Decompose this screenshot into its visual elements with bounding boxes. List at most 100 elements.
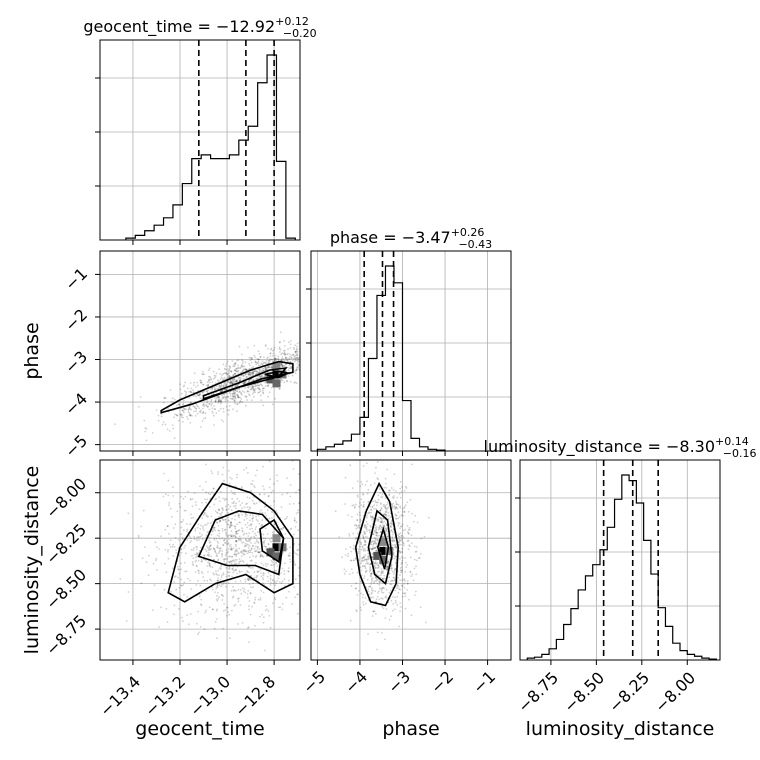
scatter-point xyxy=(247,550,250,553)
scatter-point xyxy=(357,524,360,527)
scatter-point xyxy=(214,408,217,410)
scatter-point xyxy=(285,596,288,599)
scatter-point xyxy=(175,549,178,552)
scatter-point xyxy=(392,533,394,536)
scatter-point xyxy=(199,397,202,399)
scatter-point xyxy=(258,384,260,387)
scatter-point xyxy=(262,362,265,365)
scatter-point xyxy=(242,553,245,556)
scatter-point xyxy=(343,568,346,571)
tick-y-phase-2: −2 xyxy=(61,305,91,335)
scatter-point xyxy=(225,505,227,508)
scatter-point xyxy=(427,516,430,519)
scatter-point xyxy=(269,577,272,580)
scatter-point xyxy=(381,571,384,573)
scatter-point xyxy=(275,357,277,360)
scatter-point xyxy=(233,377,236,380)
scatter-point xyxy=(180,562,183,565)
scatter-point xyxy=(368,556,370,559)
scatter-point xyxy=(284,354,286,356)
scatter-point xyxy=(179,506,182,508)
scatter-point xyxy=(382,572,384,574)
scatter-point xyxy=(259,390,262,393)
scatter-point xyxy=(372,561,375,564)
scatter-point xyxy=(233,389,236,392)
scatter-point xyxy=(399,505,401,508)
scatter-point xyxy=(354,538,357,540)
scatter-point xyxy=(375,566,377,569)
scatter-point xyxy=(232,395,235,398)
scatter-point xyxy=(238,390,241,393)
scatter-point xyxy=(377,590,380,593)
scatter-point xyxy=(224,528,227,531)
scatter-point xyxy=(171,567,174,569)
scatter-point xyxy=(199,528,202,530)
scatter-point xyxy=(362,556,365,559)
scatter-point xyxy=(227,508,230,510)
scatter-point xyxy=(245,467,248,469)
scatter-point xyxy=(249,385,252,388)
scatter-point xyxy=(241,401,244,403)
scatter-point xyxy=(374,472,376,474)
scatter-point xyxy=(248,577,251,580)
scatter-point xyxy=(246,593,249,595)
scatter-point xyxy=(296,593,298,596)
scatter-point xyxy=(255,526,257,528)
scatter-point xyxy=(209,497,212,500)
scatter-point xyxy=(186,614,189,616)
scatter-point xyxy=(374,540,376,543)
scatter-point xyxy=(280,572,282,574)
scatter-point xyxy=(231,568,234,571)
scatter-point xyxy=(295,357,298,359)
scatter-point xyxy=(250,548,253,550)
scatter-point xyxy=(254,391,256,394)
scatter-point xyxy=(242,561,245,563)
scatter-point xyxy=(404,607,407,610)
scatter-point xyxy=(234,400,236,403)
scatter-point xyxy=(400,525,403,528)
scatter-point xyxy=(233,570,236,572)
scatter-point xyxy=(387,580,389,582)
scatter-point xyxy=(412,520,415,523)
scatter-point xyxy=(240,539,242,542)
scatter-point xyxy=(269,366,272,369)
scatter-point xyxy=(290,527,293,530)
scatter-point xyxy=(209,376,212,378)
scatter-point xyxy=(239,379,241,382)
scatter-point xyxy=(234,369,237,372)
scatter-point xyxy=(288,358,291,361)
scatter-point xyxy=(232,571,235,574)
scatter-point xyxy=(295,369,298,371)
scatter-point xyxy=(235,378,238,381)
scatter-point xyxy=(213,374,216,377)
scatter-point xyxy=(200,571,203,573)
scatter-point xyxy=(235,589,237,592)
scatter-point xyxy=(247,346,249,349)
scatter-point xyxy=(172,486,174,489)
scatter-point xyxy=(403,511,406,514)
scatter-point xyxy=(263,545,266,548)
scatter-point xyxy=(246,526,249,529)
scatter-point xyxy=(230,524,232,527)
scatter-point xyxy=(264,345,267,348)
scatter-point xyxy=(376,531,379,534)
scatter-point xyxy=(375,549,378,552)
scatter-point xyxy=(262,582,264,585)
scatter-point xyxy=(369,484,372,487)
scatter-point xyxy=(368,563,371,566)
scatter-point xyxy=(369,566,371,568)
scatter-point xyxy=(211,608,214,611)
scatter-point xyxy=(374,567,377,569)
scatter-point xyxy=(295,369,298,372)
scatter-point xyxy=(207,551,210,554)
scatter-point xyxy=(267,366,269,368)
scatter-point xyxy=(297,357,299,360)
scatter-point xyxy=(396,587,398,589)
scatter-point xyxy=(376,582,379,585)
scatter-point xyxy=(235,368,238,370)
scatter-point xyxy=(267,366,269,368)
scatter-point xyxy=(254,385,256,388)
scatter-point xyxy=(374,579,377,582)
scatter-point xyxy=(249,359,252,362)
scatter-point xyxy=(244,374,246,376)
